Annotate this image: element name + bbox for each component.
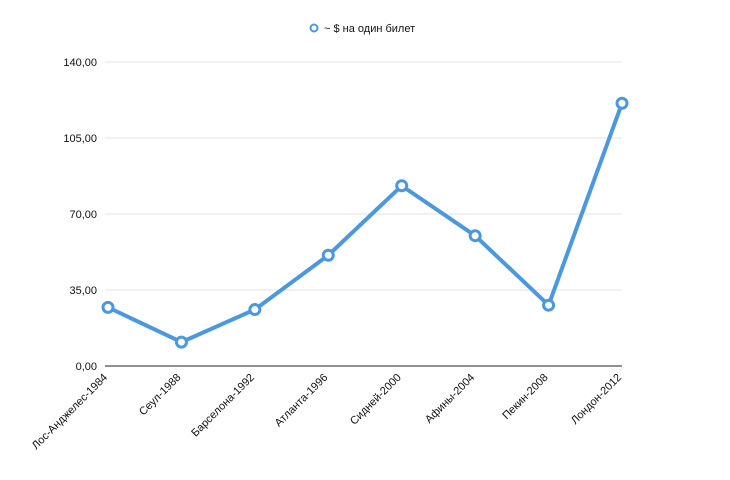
series-line <box>106 101 624 345</box>
x-tick-label: Барселона-1992 <box>189 372 257 440</box>
x-tick-label: Афины-2004 <box>423 372 477 426</box>
data-point <box>101 300 115 314</box>
data-point <box>321 248 335 262</box>
data-point <box>248 303 262 317</box>
y-tick-label: 35,00 <box>69 285 97 297</box>
data-point <box>174 335 188 349</box>
y-tick-label: 140,00 <box>63 57 97 69</box>
data-point <box>542 298 556 312</box>
data-point <box>395 179 409 193</box>
legend-label: ~ $ на один билет <box>324 23 415 35</box>
y-tick-label: 0,00 <box>76 361 97 373</box>
data-point <box>468 229 482 243</box>
gridlines <box>105 61 622 367</box>
x-tick-label: Сидней-2000 <box>348 372 404 428</box>
legend: ~ $ на один билет <box>309 23 415 35</box>
x-tick-label: Сеул-1988 <box>137 372 183 418</box>
y-tick-label: 70,00 <box>69 209 97 221</box>
x-tick-label: Лондон-2012 <box>569 372 624 427</box>
y-tick-label: 105,00 <box>63 133 97 145</box>
data-point <box>615 96 629 110</box>
x-tick-label: Лос-Анджелес-1984 <box>30 372 110 452</box>
legend-marker <box>309 23 319 33</box>
x-axis: Лос-Анджелес-1984 Сеул-1988 Барселона-1992… <box>30 372 624 452</box>
x-tick-label: Пекин-2008 <box>500 372 550 422</box>
x-tick-label: Атланта-1996 <box>273 372 331 430</box>
series-layer <box>101 96 629 349</box>
y-axis: 0,00 35,00 70,00 105,00 140,00 <box>63 57 97 373</box>
